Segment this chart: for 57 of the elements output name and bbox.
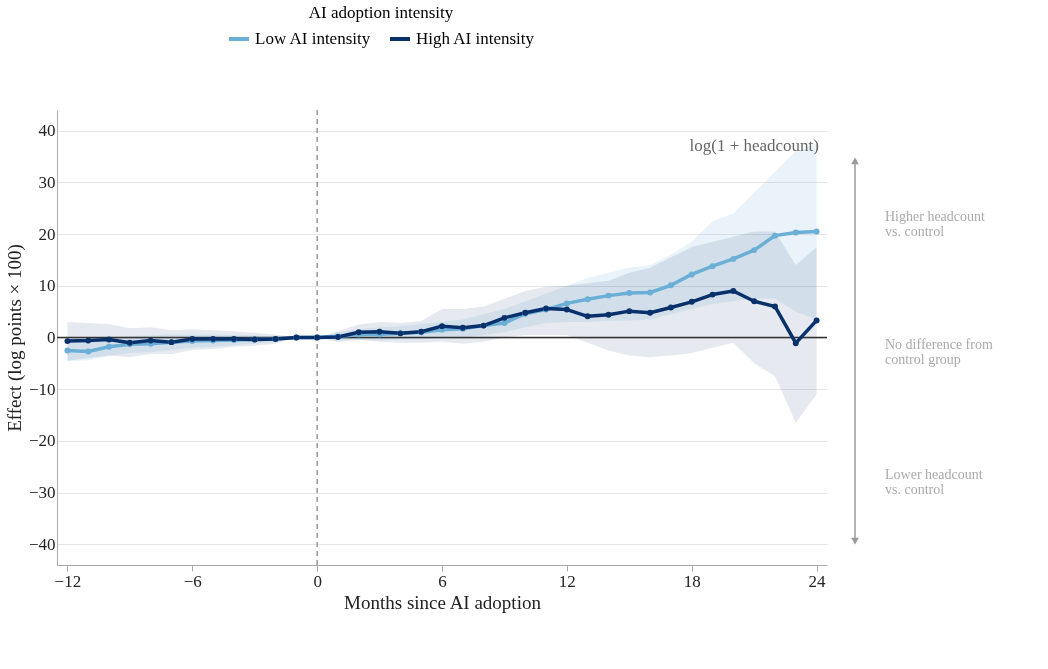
point xyxy=(792,229,799,236)
point xyxy=(813,317,820,324)
point xyxy=(667,304,674,311)
annotation: log(1 + headcount) xyxy=(689,136,819,155)
x-tick-label: −12 xyxy=(54,571,82,591)
point xyxy=(751,247,758,254)
y-tick-label: 40 xyxy=(38,121,56,141)
point xyxy=(688,271,695,278)
legend-title: AI adoption intensity xyxy=(308,3,454,22)
legend-label: Low AI intensity xyxy=(255,29,371,48)
y-tick-label: 0 xyxy=(47,328,56,347)
point xyxy=(626,308,633,315)
point xyxy=(730,288,737,294)
x-tick-label: 18 xyxy=(683,571,701,591)
y-tick-label: −20 xyxy=(28,431,56,451)
point xyxy=(584,296,591,303)
point xyxy=(85,337,92,344)
text: Lower headcount vs. control xyxy=(885,467,983,497)
point xyxy=(772,232,778,239)
y-tick-label: 30 xyxy=(38,172,56,192)
point xyxy=(813,228,820,235)
y-tick-label: −30 xyxy=(28,483,56,503)
point xyxy=(667,282,674,289)
y-tick-label: −40 xyxy=(28,534,56,554)
y-axis-title: Effect (log points × 100) xyxy=(3,244,26,432)
x-tick-label: 0 xyxy=(313,571,322,591)
point xyxy=(106,343,112,350)
legend-label: High AI intensity xyxy=(416,29,535,48)
point xyxy=(64,347,71,354)
point xyxy=(626,290,633,296)
point xyxy=(751,298,758,305)
x-tick-label: 6 xyxy=(438,571,447,591)
point xyxy=(688,298,695,305)
point xyxy=(730,255,737,262)
point xyxy=(709,263,716,270)
point xyxy=(709,291,716,298)
text: No difference from control group xyxy=(885,337,993,367)
point xyxy=(64,338,71,345)
point xyxy=(605,292,612,299)
x-tick-label: −6 xyxy=(183,571,202,591)
y-tick-label: 10 xyxy=(38,276,56,296)
point xyxy=(772,303,778,310)
x-tick-label: 12 xyxy=(558,571,576,591)
x-axis-title: Months since AI adoption xyxy=(344,591,542,613)
point xyxy=(647,289,654,296)
y-tick-label: 20 xyxy=(38,224,56,244)
point xyxy=(106,336,112,343)
x-tick-label: 24 xyxy=(808,571,827,591)
point xyxy=(584,313,591,320)
point xyxy=(647,309,654,316)
point xyxy=(605,311,612,318)
point xyxy=(501,314,508,321)
point xyxy=(85,348,92,355)
point xyxy=(563,306,570,313)
y-tick-label: −10 xyxy=(28,379,56,399)
point xyxy=(563,300,570,307)
text: Higher headcount vs. control xyxy=(885,209,986,239)
